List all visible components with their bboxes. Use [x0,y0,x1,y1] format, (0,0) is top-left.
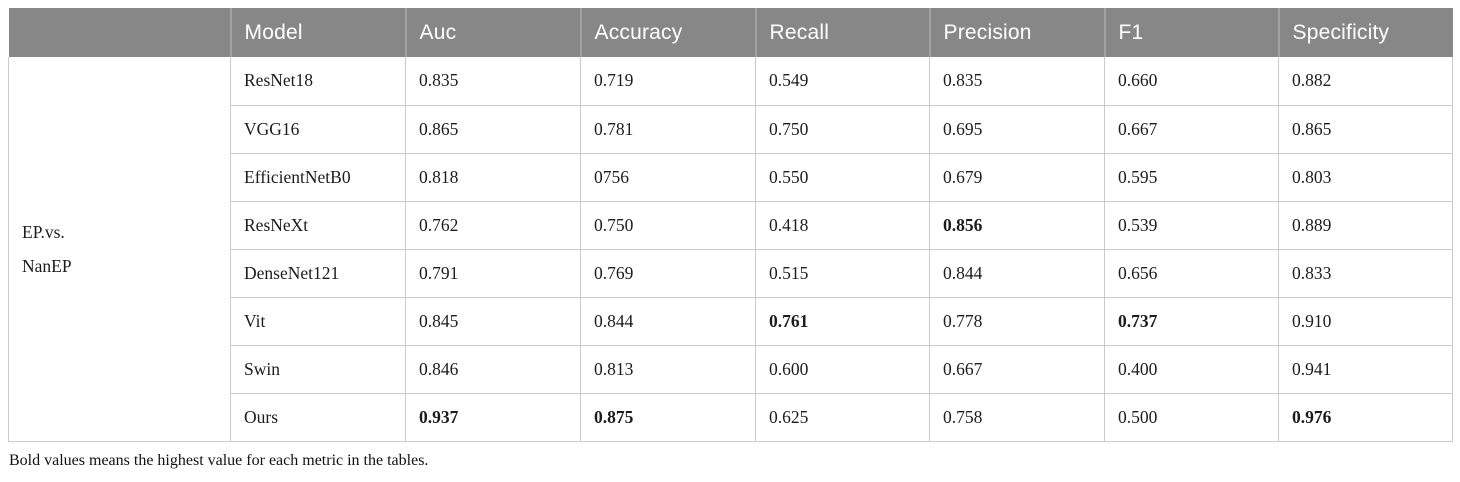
model-name-cell: EfficientNetB0 [230,152,406,202]
metric-cell-precision: 0.778 [929,296,1105,346]
column-header-model: Model [229,8,406,57]
metric-cell-specificity: 0.941 [1278,344,1453,394]
metric-cell-precision: 0.667 [929,344,1105,394]
metric-cell-f1: 0.660 [1104,57,1279,106]
model-name-cell: Ours [230,392,406,442]
metric-cell-specificity: 0.882 [1278,57,1453,106]
metric-cell-auc: 0.937 [405,392,581,442]
table-row: DenseNet121 0.791 0.769 0.515 0.844 0.65… [9,248,1453,298]
model-name-cell: Swin [230,344,406,394]
model-name-cell: DenseNet121 [230,248,406,298]
metric-cell-auc: 0.818 [405,152,581,202]
metric-cell-recall: 0.549 [755,57,930,106]
metric-cell-precision: 0.758 [929,392,1105,442]
model-name-cell: ResNet18 [230,57,406,106]
metric-cell-precision: 0.835 [929,57,1105,106]
metric-cell-precision: 0.844 [929,248,1105,298]
column-header-specificity: Specificity [1277,8,1453,57]
metric-cell-specificity: 0.865 [1278,104,1453,154]
metric-cell-precision: 0.856 [929,200,1105,250]
metric-cell-f1: 0.400 [1104,344,1279,394]
metric-cell-accuracy: 0.875 [580,392,756,442]
metric-cell-specificity: 0.889 [1278,200,1453,250]
table-row: ResNeXt 0.762 0.750 0.418 0.856 0.539 0.… [9,200,1453,250]
table-row: VGG16 0.865 0.781 0.750 0.695 0.667 0.86… [9,104,1453,154]
metric-cell-auc: 0.791 [405,248,581,298]
metric-cell-specificity: 0.976 [1278,392,1453,442]
column-header-recall: Recall [754,8,930,57]
metric-cell-precision: 0.695 [929,104,1105,154]
metric-cell-f1: 0.595 [1104,152,1279,202]
table-footnote: Bold values means the highest value for … [9,451,429,469]
metric-cell-accuracy: 0.750 [580,200,756,250]
table-row: Swin 0.846 0.813 0.600 0.667 0.400 0.941 [9,344,1453,394]
column-header-accuracy: Accuracy [579,8,756,57]
table-row: EfficientNetB0 0.818 0756 0.550 0.679 0.… [9,152,1453,202]
metric-cell-specificity: 0.803 [1278,152,1453,202]
model-name-cell: VGG16 [230,104,406,154]
column-header-precision: Precision [928,8,1105,57]
metric-cell-precision: 0.679 [929,152,1105,202]
model-name-cell: Vit [230,296,406,346]
header-row: Model Auc Accuracy Recall Precision F1 S… [8,8,1453,57]
group-label-cell: EP.vs. NanEP [8,57,231,442]
column-header-auc: Auc [404,8,581,57]
metric-cell-recall: 0.761 [755,296,930,346]
model-name-cell: ResNeXt [230,200,406,250]
metric-cell-recall: 0.600 [755,344,930,394]
metric-cell-f1: 0.737 [1104,296,1279,346]
metric-cell-auc: 0.845 [405,296,581,346]
column-header-empty [8,8,231,57]
table-row: Vit 0.845 0.844 0.761 0.778 0.737 0.910 [9,296,1453,346]
group-label-line2: NanEP [22,255,72,276]
metric-cell-accuracy: 0756 [580,152,756,202]
page: Model Auc Accuracy Recall Precision F1 S… [8,8,1453,469]
metric-cell-recall: 0.750 [755,104,930,154]
metric-cell-f1: 0.500 [1104,392,1279,442]
column-header-f1: F1 [1103,8,1279,57]
metric-cell-accuracy: 0.719 [580,57,756,106]
group-label-line1: EP.vs. [22,221,65,242]
metric-cell-recall: 0.625 [755,392,930,442]
metric-cell-specificity: 0.910 [1278,296,1453,346]
metric-cell-recall: 0.515 [755,248,930,298]
metric-cell-auc: 0.762 [405,200,581,250]
metric-cell-f1: 0.656 [1104,248,1279,298]
table-row: Ours 0.937 0.875 0.625 0.758 0.500 0.976 [9,392,1453,442]
metric-cell-specificity: 0.833 [1278,248,1453,298]
table-row: EP.vs. NanEP ResNet18 0.835 0.719 0.549 … [8,57,1453,442]
metric-cell-f1: 0.667 [1104,104,1279,154]
metric-cell-accuracy: 0.769 [580,248,756,298]
metric-cell-recall: 0.418 [755,200,930,250]
metrics-table: Model Auc Accuracy Recall Precision F1 S… [8,8,1453,442]
metric-cell-accuracy: 0.844 [580,296,756,346]
metric-cell-recall: 0.550 [755,152,930,202]
metric-cell-accuracy: 0.781 [580,104,756,154]
metric-cell-f1: 0.539 [1104,200,1279,250]
metric-cell-auc: 0.846 [405,344,581,394]
metric-cell-auc: 0.865 [405,104,581,154]
metric-cell-auc: 0.835 [405,57,581,106]
metric-cell-accuracy: 0.813 [580,344,756,394]
